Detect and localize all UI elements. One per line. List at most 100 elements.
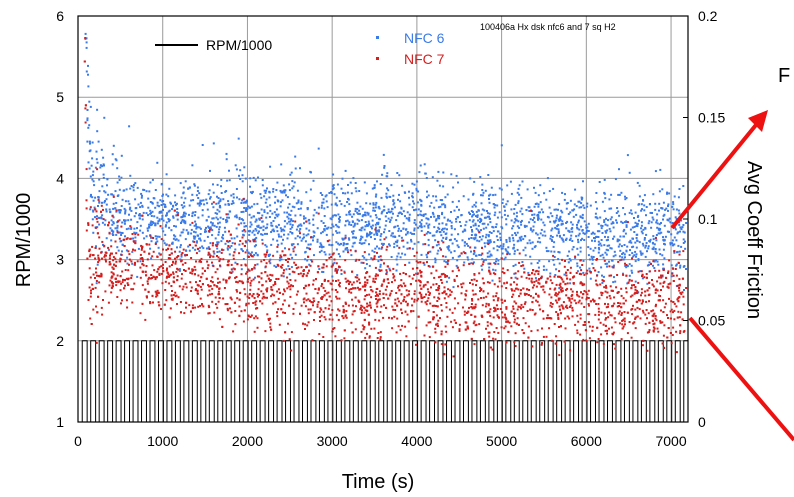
nfc-6-point — [300, 224, 303, 227]
nfc-6-point — [168, 187, 171, 190]
nfc-7-point — [648, 287, 651, 290]
nfc-6-point — [289, 223, 292, 226]
nfc-6-point — [471, 229, 473, 231]
nfc-7-point — [464, 328, 467, 331]
nfc-7-point — [652, 313, 655, 316]
nfc-6-point — [378, 229, 380, 232]
nfc-6-point — [426, 217, 429, 220]
nfc-6-point — [455, 220, 458, 223]
nfc-6-point — [242, 201, 245, 204]
nfc-7-point — [413, 255, 416, 257]
nfc-6-point — [355, 190, 358, 193]
nfc-6-point — [358, 219, 361, 222]
nfc-6-point — [196, 186, 199, 189]
nfc-7-point — [338, 297, 341, 300]
nfc-6-point — [580, 206, 583, 209]
nfc-7-point — [559, 312, 562, 315]
nfc-7-point — [428, 336, 431, 339]
nfc-6-point — [619, 249, 622, 252]
nfc-7-point — [256, 326, 259, 329]
nfc-6-point — [289, 253, 292, 256]
nfc-7-point — [400, 285, 403, 288]
nfc-7-point — [578, 272, 581, 275]
nfc-7-point — [197, 292, 199, 295]
nfc-6-point — [312, 223, 315, 226]
nfc-7-point — [664, 302, 667, 305]
nfc-7-point — [293, 261, 296, 264]
nfc-6-point — [520, 207, 523, 210]
nfc-6-point — [287, 217, 290, 220]
nfc-6-point — [216, 247, 219, 250]
nfc-7-point — [522, 317, 525, 320]
nfc-6-point — [260, 208, 263, 211]
nfc-6-point — [682, 242, 685, 244]
nfc-7-point — [344, 277, 347, 280]
nfc-7-point — [368, 336, 371, 339]
nfc-7-point — [563, 265, 566, 268]
nfc-6-point — [408, 261, 411, 264]
nfc-6-point — [292, 185, 295, 188]
nfc-6-point — [493, 206, 496, 209]
nfc-7-point — [564, 260, 566, 262]
nfc-7-point — [363, 326, 366, 329]
nfc-6-point — [295, 202, 298, 205]
nfc-7-point — [500, 326, 503, 329]
nfc-7-point — [445, 330, 448, 333]
nfc-7-point — [321, 283, 324, 286]
nfc-7-point — [363, 251, 366, 254]
nfc-7-point — [640, 288, 643, 291]
nfc-7-point — [94, 208, 97, 211]
nfc-6-point — [368, 264, 371, 267]
nfc-7-point — [267, 319, 270, 321]
nfc-7-point — [432, 318, 435, 321]
nfc-6-point — [561, 222, 564, 225]
nfc-7-point — [536, 300, 539, 303]
nfc-6-point — [370, 225, 373, 228]
nfc-7-point — [558, 291, 561, 294]
nfc-7-point — [160, 265, 163, 268]
nfc-7-point — [376, 293, 378, 296]
nfc-7-point — [583, 306, 586, 308]
nfc-6-point — [557, 230, 560, 233]
nfc-6-point — [577, 234, 580, 237]
nfc-6-point — [291, 180, 294, 183]
nfc-7-point — [494, 262, 497, 265]
nfc-7-point — [184, 269, 187, 272]
nfc-6-point — [158, 211, 161, 214]
nfc-7-point — [366, 305, 369, 308]
nfc-6-point — [614, 254, 617, 257]
nfc-6-point — [89, 195, 92, 198]
nfc-7-point — [673, 318, 676, 321]
nfc-7-point — [651, 319, 654, 322]
nfc-7-point — [554, 287, 557, 290]
nfc-7-point — [101, 240, 104, 243]
nfc-6-point — [596, 207, 598, 210]
nfc-6-point — [657, 232, 660, 235]
nfc-6-point — [420, 204, 423, 207]
nfc-7-point — [194, 306, 197, 309]
nfc-7-point — [477, 298, 480, 301]
nfc-7-point — [427, 265, 430, 267]
nfc-6-point — [207, 246, 210, 249]
nfc-7-point — [372, 277, 375, 280]
nfc-6-point — [518, 226, 521, 229]
nfc-6-point — [141, 218, 144, 221]
nfc-7-point — [362, 328, 365, 331]
nfc-6-point — [109, 227, 112, 230]
nfc-7-point — [212, 265, 215, 268]
nfc-7-point — [460, 283, 463, 286]
nfc-6-point — [414, 223, 417, 226]
nfc-7-point — [379, 338, 382, 341]
nfc-6-point — [404, 253, 407, 256]
nfc-7-point — [136, 260, 139, 263]
nfc-6-point — [442, 185, 445, 188]
nfc-6-point — [241, 199, 244, 202]
nfc-7-point — [108, 284, 111, 287]
nfc-7-point — [266, 313, 269, 316]
nfc-7-point — [616, 274, 619, 276]
nfc-6-point — [112, 207, 115, 210]
nfc-7-point — [654, 305, 657, 308]
nfc-7-point — [311, 260, 314, 263]
nfc-6-point — [194, 248, 197, 251]
nfc-7-point — [321, 266, 324, 269]
